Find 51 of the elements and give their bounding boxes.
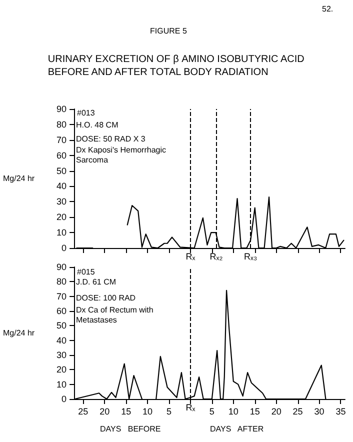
x-tick-label: 5	[209, 406, 214, 416]
annotation: #015	[77, 268, 96, 276]
annotation: H.O. 48 CM	[76, 120, 119, 130]
x-tick-label: 5	[166, 406, 172, 416]
y-tick-label: 60	[56, 150, 67, 160]
text: 52.	[322, 4, 334, 14]
y-tick-label: 40	[56, 335, 67, 346]
annotation: DOSE: 50 RAD X 3	[76, 134, 146, 144]
y-tick-label: 90	[56, 262, 67, 272]
x-tick-label: 35	[336, 406, 346, 416]
annotation: J.D. 61 CM	[76, 278, 116, 286]
annotation: Dx Kaposi's Hemorrhagic Sarcoma	[76, 146, 168, 164]
text: DAYS AFTER	[210, 424, 264, 434]
y-tick-label: 90	[56, 104, 67, 114]
y-tick-label: 30	[56, 196, 67, 207]
y-tick-label: 60	[56, 306, 67, 316]
ref-line-label: Rₓ	[186, 402, 196, 412]
y-tick-label: 80	[56, 119, 67, 130]
y-tick-label: 10	[56, 228, 67, 238]
x-tick-label: 15	[250, 406, 260, 416]
y-tick-label: 40	[56, 181, 67, 192]
x-tick-label: 25	[292, 406, 303, 416]
y-tick-label: 50	[56, 166, 67, 176]
caption: FIGURE 5	[150, 26, 188, 36]
annotation: DOSE: 100 RAD	[76, 294, 136, 302]
x-tick-label: 25	[78, 406, 88, 416]
y-tick-label: 70	[56, 291, 67, 302]
x-tick-label: 10	[228, 406, 238, 416]
x-tick-label: 20	[100, 406, 110, 416]
annotation: #013	[77, 108, 96, 118]
ref-line-label: Rₓ₃	[244, 252, 258, 262]
y-tick-label: 70	[56, 134, 67, 145]
y-tick-label: 80	[56, 276, 67, 287]
annotation: Dx Ca of Rectum with Metastases	[76, 306, 156, 324]
text: DAYS BEFORE	[100, 424, 161, 434]
x-tick-label: 30	[314, 406, 324, 416]
y-tick-label: 50	[56, 320, 67, 331]
y-tick-label: 20	[56, 364, 67, 375]
y-tick-label: 20	[56, 212, 67, 222]
y-tick-label: 10	[56, 379, 67, 390]
x-tick-label: 10	[142, 406, 153, 416]
y-tick-label: 0	[62, 243, 67, 253]
x-tick-label: 20	[271, 406, 282, 416]
y-tick-label: 30	[56, 350, 67, 360]
chart-title: URINARY EXCRETION OF β AMINO ISOBUTYRIC ACID BEFORE AND AFTER TOTAL BODY RADIATION	[48, 54, 304, 78]
x-tick-label: 15	[121, 406, 132, 416]
ref-line-label: Rₓ₂	[210, 252, 224, 262]
y-axis-title: Mg/24 hr	[2, 328, 35, 338]
y-axis-title: Mg/24 hr	[2, 174, 35, 183]
ref-line-label: Rₓ	[186, 252, 196, 262]
y-tick-label: 0	[62, 394, 67, 404]
